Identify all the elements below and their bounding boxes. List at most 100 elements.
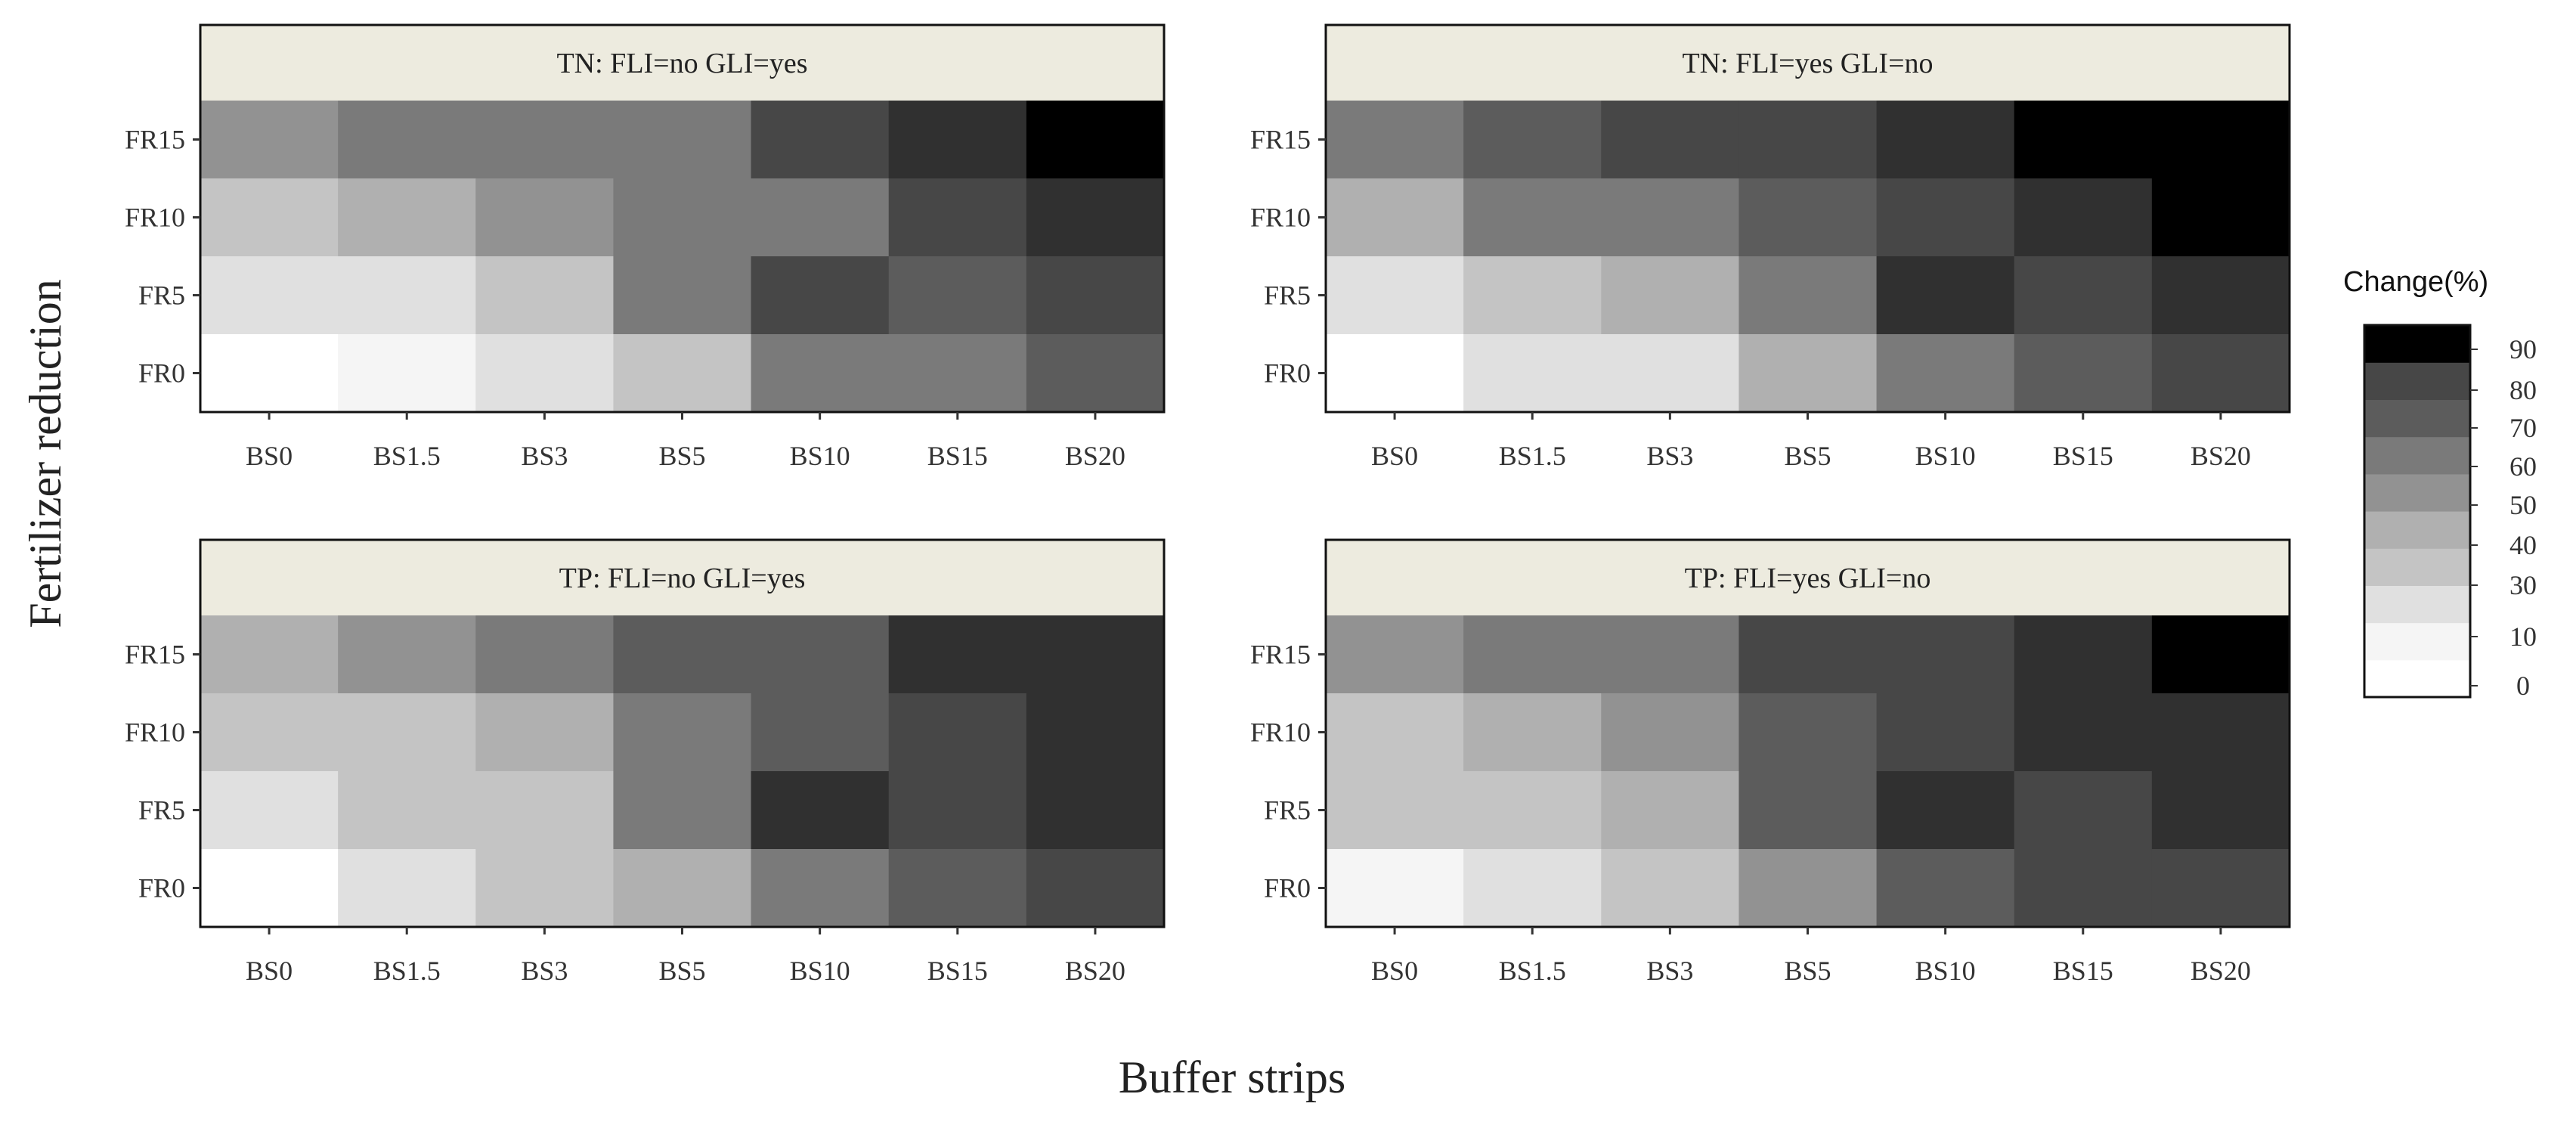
x-tick-label: BS0 [1371,441,1418,471]
panel-title: TP: FLI=yes GLI=no [1685,562,1931,594]
heatmap-cell [1876,849,2015,928]
y-tick-label: FR15 [1250,640,1311,670]
heatmap-cell [2151,615,2290,694]
y-tick-label: FR5 [1264,795,1311,826]
legend-tick-label: 40 [2509,530,2537,560]
x-tick-label: BS3 [1646,956,1693,986]
x-tick-label: BS1.5 [1499,441,1566,471]
heatmap-cell [200,615,339,694]
heatmap-cell [1601,101,1740,179]
heatmap-cell [1738,771,1878,850]
legend-tick-label: 0 [2516,671,2530,701]
heatmap-cell [1026,256,1165,335]
y-tick-label: FR10 [1250,203,1311,233]
heatmap-cell [613,256,752,335]
heatmap-panel: TN: FLI=no GLI=yes FR15 FR10 FR5 FR0 BS0 BS1.5… [125,23,1166,471]
heatmap-cell [1738,849,1878,928]
heatmap-cell [1601,256,1740,335]
heatmap-cell [2151,256,2290,335]
heatmap-cell [338,771,476,850]
heatmap-cell [888,178,1027,257]
heatmap-cell [613,693,752,772]
heatmap-cell [1326,615,1464,694]
legend-swatch [2364,436,2470,475]
heatmap-cell [200,178,339,257]
heatmap-cell [1738,256,1878,335]
y-tick-label: FR15 [125,125,185,155]
x-tick-label: BS15 [2053,441,2113,471]
heatmap-panel: TN: FLI=yes GLI=no FR15 FR10 FR5 FR0 BS0 BS1.5… [1250,23,2291,471]
y-axis-title: Fertilizer reduction [20,279,70,628]
heatmap-cell [475,693,615,772]
heatmap-cell [2151,771,2290,850]
panel-title: TP: FLI=no GLI=yes [559,562,806,594]
legend-swatch [2364,362,2470,400]
x-tick-label: BS20 [1065,956,1125,986]
x-tick-label: BS10 [790,956,850,986]
heatmap-cell [1738,693,1878,772]
heatmap-cell [1026,178,1165,257]
heatmap-cell [1876,615,2015,694]
heatmap-cell [1601,178,1740,257]
heatmap-cell [1738,178,1878,257]
heatmap-cell [2014,178,2153,257]
heatmap-cell [338,178,476,257]
heatmap-cell [338,693,476,772]
x-tick-label: BS0 [246,956,293,986]
heatmap-cell [1601,615,1740,694]
heatmap-cell [2014,849,2153,928]
legend-tick-label: 50 [2509,490,2537,520]
x-tick-label: BS3 [521,441,568,471]
heatmap-cell [1026,101,1165,179]
panels-group: TN: FLI=no GLI=yes FR15 FR10 FR5 FR0 BS0 BS1.5… [125,23,2291,986]
legend-swatch [2364,622,2470,661]
legend-swatch [2364,548,2470,586]
heatmap-cell [888,334,1027,413]
heatmap-cell [888,693,1027,772]
legend-swatch [2364,511,2470,549]
heatmap-cell [338,849,476,928]
heatmap-cell [888,615,1027,694]
y-tick-label: FR5 [138,795,185,826]
heatmap-cell [1026,693,1165,772]
x-tick-label: BS1.5 [373,441,441,471]
x-tick-label: BS5 [658,441,705,471]
legend-tick-label: 10 [2509,621,2537,652]
y-tick-label: FR0 [138,873,185,903]
heatmap-cell [1876,178,2015,257]
heatmap-cell [2151,849,2290,928]
heatmap-cell [475,101,615,179]
x-tick-label: BS15 [2053,956,2113,986]
panel-strip [1326,540,2290,615]
heatmap-cell [1876,771,2015,850]
heatmap-cell [613,615,752,694]
heatmap-cell [751,771,890,850]
legend-title: Change(%) [2343,266,2488,298]
heatmap-cell [475,849,615,928]
heatmap-cell [338,334,476,413]
y-tick-label: FR10 [1250,717,1311,748]
x-tick-label: BS5 [658,956,705,986]
heatmap-cell [1463,101,1602,179]
heatmap-cell [475,771,615,850]
heatmap-cell [888,849,1027,928]
heatmap-cell [751,615,890,694]
heatmap-cell [751,256,890,335]
x-tick-label: BS20 [2191,441,2251,471]
x-tick-label: BS1.5 [1499,956,1566,986]
heatmap-cell [475,615,615,694]
heatmap-cell [200,101,339,179]
heatmap-cell [1876,693,2015,772]
y-tick-label: FR0 [1264,358,1311,389]
heatmap-cell [613,849,752,928]
y-tick-label: FR0 [138,358,185,389]
legend-swatch [2364,659,2470,698]
legend-tick-label: 70 [2509,413,2537,443]
legend-bar-border [2363,324,2472,699]
legend-tick-label: 80 [2509,375,2537,405]
heatmap-cell [888,771,1027,850]
heatmap-cell [1876,101,2015,179]
heatmap-cell [1326,771,1464,850]
y-tick-label: FR10 [125,203,185,233]
heatmap-cell [2151,693,2290,772]
